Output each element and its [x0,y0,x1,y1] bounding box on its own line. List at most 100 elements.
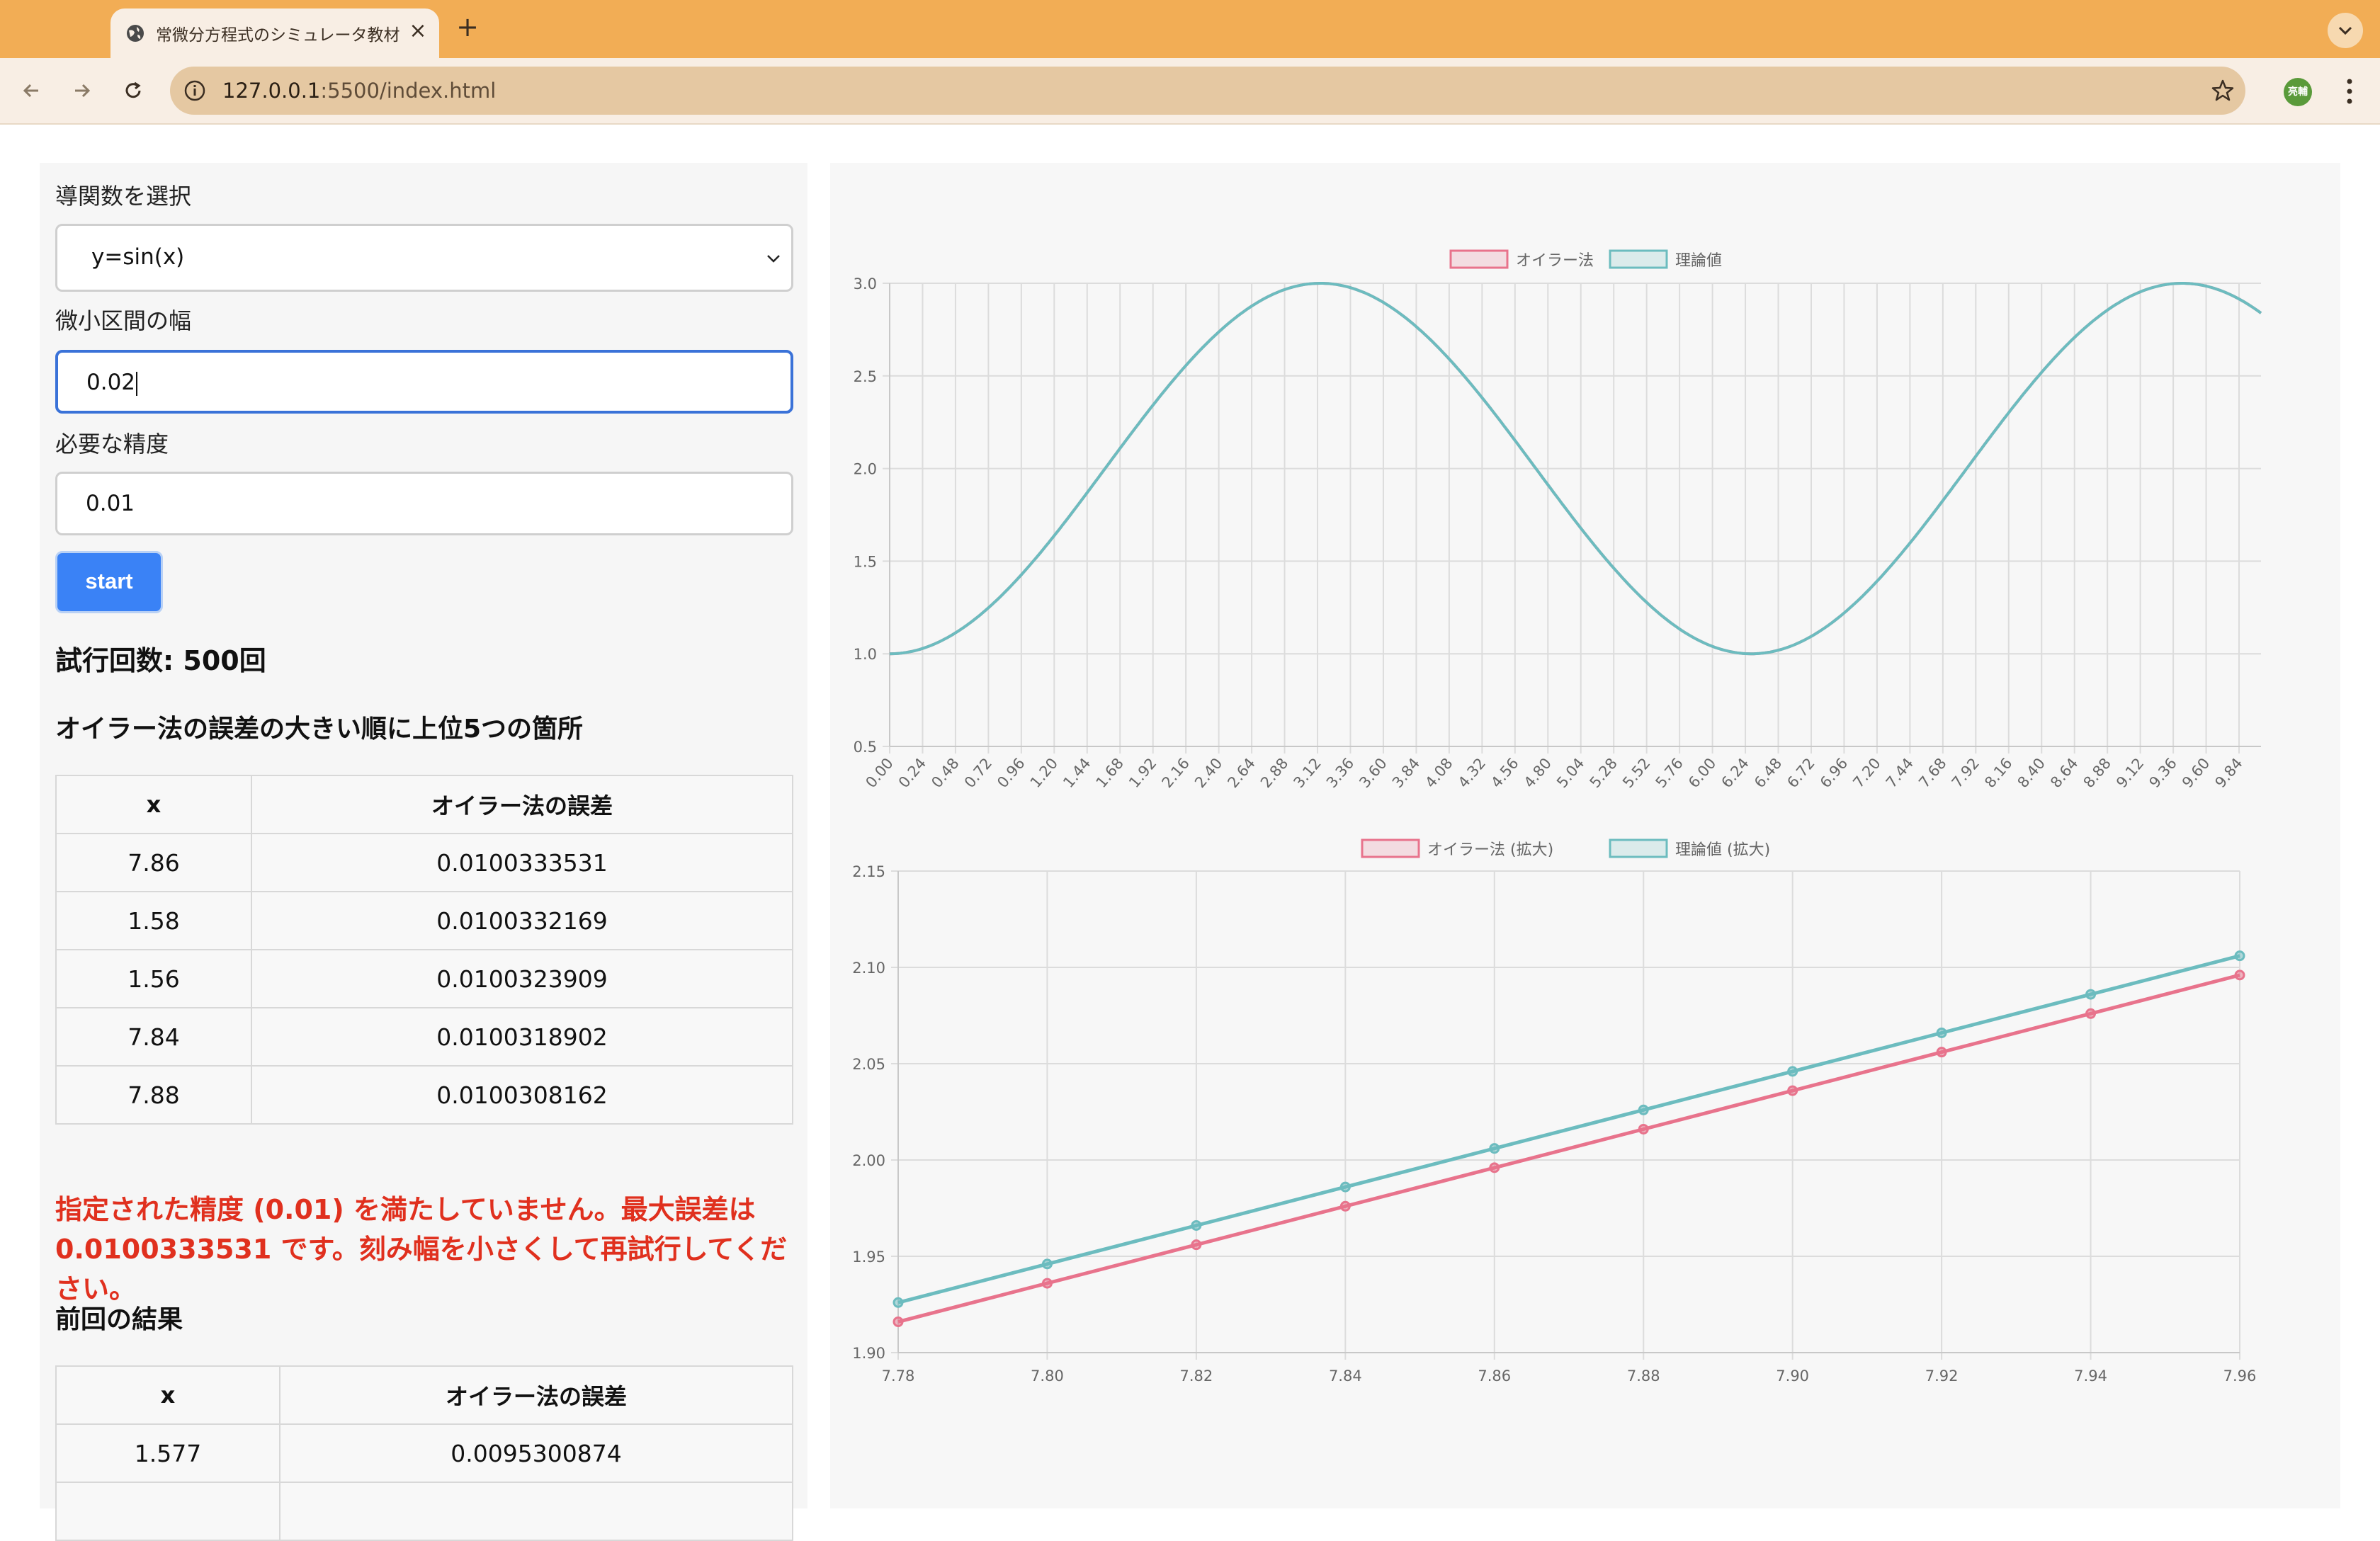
step-input-value: 0.02 [86,370,136,395]
cell-x: 7.88 [55,1065,252,1125]
x-tick-label: 1.20 [1027,755,1061,791]
control-panel: 導関数を選択 y=sin(x) 微小区間の幅 0.02 必要な精度 0.01 s… [40,163,808,1541]
y-tick-label: 2.10 [852,960,885,977]
y-tick-label: 2.00 [852,1152,885,1169]
derivative-label: 導関数を選択 [55,183,192,210]
info-icon[interactable] [183,79,207,103]
browser-tab[interactable]: 常微分方程式のシミュレータ教材 × [110,8,439,58]
cell-error: 0.0095300874 [279,1423,793,1483]
x-tick-label: 9.12 [2113,755,2147,791]
x-tick-label: 1.44 [1060,755,1094,791]
forward-button[interactable] [64,72,101,109]
x-tick-label: 3.60 [1356,755,1390,791]
close-tab-icon[interactable]: × [409,18,427,43]
precision-label: 必要な精度 [55,431,169,457]
tab-search-button[interactable] [2328,13,2363,48]
cell-x: 1.56 [55,949,252,1008]
x-tick-label: 6.72 [1784,755,1818,791]
x-tick-label: 1.92 [1126,755,1160,791]
cell-x: 7.84 [55,1007,252,1067]
reload-icon [125,81,141,98]
x-tick-label: 4.08 [1422,755,1456,791]
x-tick-label: 4.56 [1488,755,1522,791]
x-tick-label: 2.40 [1191,755,1225,791]
table-row: 7.86 0.0100333531 [55,833,793,892]
x-tick-label: 2.16 [1159,755,1193,791]
data-point [892,1297,904,1308]
x-tick-label: 0.48 [928,755,962,791]
x-tick-label: 8.16 [1981,755,2015,791]
precision-input[interactable]: 0.01 [55,472,793,535]
x-tick-label: 8.88 [2080,755,2114,791]
profile-avatar[interactable]: 亮輔 [2284,78,2312,106]
address-bar[interactable]: 127.0.0.1:5500/index.html [170,67,2245,115]
text-caret [136,371,138,396]
reload-button[interactable] [115,72,152,109]
cell-error: 0.0100323909 [251,949,793,1008]
x-tick-label: 5.76 [1653,755,1687,791]
data-point [1787,1085,1798,1096]
x-tick-label: 7.92 [1925,1367,1959,1384]
column-header-error: オイラー法の誤差 [279,1365,793,1425]
x-tick-label: 6.24 [1718,755,1752,791]
x-tick-label: 0.00 [862,755,896,791]
data-point [1489,1143,1500,1154]
table-row [55,1482,793,1541]
derivative-select[interactable]: y=sin(x) [55,224,793,292]
x-tick-label: 4.80 [1521,755,1555,791]
table-row: 1.56 0.0100323909 [55,949,793,1008]
start-button[interactable]: start [55,551,163,613]
x-tick-label: 3.12 [1290,755,1324,791]
new-tab-icon[interactable]: + [456,11,479,42]
more-menu-icon[interactable] [2339,75,2360,108]
chevron-down-icon [767,255,780,263]
table-cell [279,1482,793,1541]
bookmark-star-icon[interactable] [2210,78,2236,103]
table-row: 7.84 0.0100318902 [55,1007,793,1067]
column-header-error: オイラー法の誤差 [251,775,793,834]
x-tick-label: 5.28 [1587,755,1621,791]
x-tick-label: 9.36 [2146,755,2180,791]
x-tick-label: 7.68 [1915,755,1949,791]
data-point [1936,1027,1947,1038]
cell-x: 7.86 [55,833,252,892]
arrow-left-icon [23,84,38,98]
data-point [1936,1047,1947,1058]
x-tick-label: 9.60 [2179,755,2213,791]
tab-title: 常微分方程式のシミュレータ教材 [156,26,400,45]
table-row: 1.58 0.0100332169 [55,891,793,950]
x-tick-label: 7.94 [2074,1367,2107,1384]
cell-error: 0.0100333531 [251,833,793,892]
x-tick-label: 0.96 [994,755,1028,791]
x-tick-label: 4.32 [1455,755,1489,791]
data-point [1191,1219,1202,1231]
x-tick-label: 6.96 [1817,755,1851,791]
x-tick-label: 7.20 [1849,755,1883,791]
data-point [1638,1104,1649,1115]
step-input[interactable]: 0.02 [55,350,793,414]
x-tick-label: 7.92 [1949,755,1983,791]
table-row: 1.577 0.0095300874 [55,1423,793,1483]
back-button[interactable] [13,72,50,109]
x-tick-label: 8.40 [2014,755,2048,791]
x-tick-label: 3.36 [1323,755,1357,791]
data-point [892,1316,904,1327]
x-tick-label: 7.90 [1776,1367,1809,1384]
data-point [2085,1008,2097,1019]
y-tick-label: 1.95 [852,1249,885,1266]
x-tick-label: 3.84 [1389,755,1423,791]
chart-panel: オイラー法 理論値 0.5 1.0 1.5 2.0 2.5 3.0 0.00 0.24 0.48 0.… [830,163,2340,1508]
cell-error: 0.0100318902 [251,1007,793,1067]
table-row: 7.88 0.0100308162 [55,1065,793,1125]
x-tick-label: 9.84 [2211,755,2245,791]
cell-error: 0.0100332169 [251,891,793,950]
browser-toolbar: 127.0.0.1:5500/index.html 亮輔 [0,58,2380,125]
x-tick-label: 5.04 [1553,755,1587,791]
x-tick-label: 7.82 [1180,1367,1213,1384]
x-tick-label: 7.88 [1627,1367,1660,1384]
legend-label: オイラー法 (拡大) [1427,841,1553,859]
column-header-x: x [55,775,252,834]
legend-swatch [1609,838,1668,858]
x-tick-label: 1.68 [1093,755,1127,791]
precision-input-value: 0.01 [86,491,135,516]
